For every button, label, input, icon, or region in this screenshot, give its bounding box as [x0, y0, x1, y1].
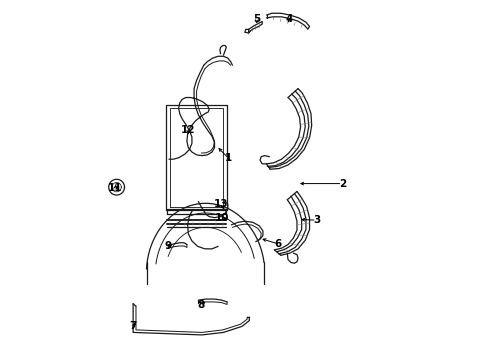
- Text: 4: 4: [285, 14, 293, 24]
- Text: 5: 5: [253, 14, 261, 24]
- Text: 3: 3: [313, 215, 320, 225]
- Text: 1: 1: [225, 153, 232, 163]
- Text: 13: 13: [213, 199, 228, 210]
- Text: 2: 2: [339, 179, 346, 189]
- Text: 10: 10: [215, 213, 229, 223]
- Text: 8: 8: [197, 300, 205, 310]
- Text: 11: 11: [108, 183, 122, 193]
- Text: 7: 7: [129, 321, 137, 331]
- Text: 12: 12: [181, 125, 196, 135]
- Text: 9: 9: [164, 241, 171, 251]
- Text: 6: 6: [274, 239, 282, 249]
